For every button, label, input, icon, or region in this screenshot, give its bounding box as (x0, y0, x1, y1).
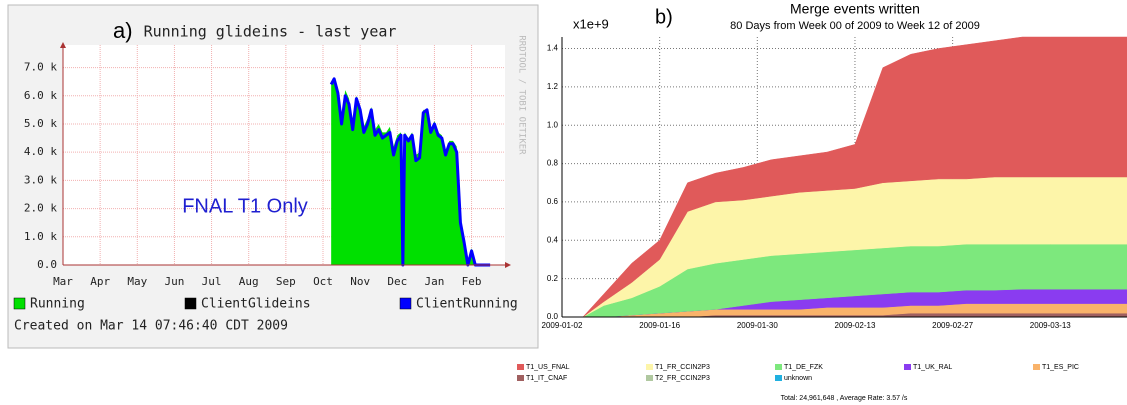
y-tick-label: 0.0 (547, 312, 559, 321)
chart-subtitle: 80 Days from Week 00 of 2009 to Week 12 … (730, 20, 980, 32)
x-tick-label: 2009-02-27 (932, 321, 973, 330)
y-tick-label: 1.0 k (24, 230, 57, 243)
footer: Created on Mar 14 07:46:40 CDT 2009 (14, 319, 288, 334)
chart-a: 0.0 1.0 k 2.0 k 3.0 k 4.0 k 5.0 k 6.0 k 7.0 k Ma… (13, 45, 518, 312)
x-tick-label: Jul (202, 275, 222, 288)
x-tick-label: Mar (53, 275, 73, 288)
x-tick-label: Dec (387, 275, 407, 288)
y-tick-label: 7.0 k (24, 61, 57, 74)
y-tick-label: 0.2 (547, 274, 559, 283)
areas (562, 36, 1127, 318)
chart-title: Merge events written (790, 1, 920, 17)
panel-label: a) (113, 18, 133, 43)
legend-label: Running (30, 297, 85, 312)
x-tick-label: 2009-01-02 (542, 321, 583, 330)
chart-title: Running glideins - last year (144, 23, 397, 41)
footer: Total: 24,961,648 , Average Rate: 3.57 /… (781, 395, 908, 402)
legend-swatch (904, 364, 911, 370)
y-tick-label: 0.0 (37, 258, 57, 271)
y-tick-label: 0.8 (547, 159, 559, 168)
x-tick-label: 2009-01-30 (737, 321, 778, 330)
panel-label: b) (655, 6, 673, 28)
x-tick-label: Jan (424, 275, 444, 288)
legend-label: T1_ES_PIC (1042, 364, 1079, 371)
y-tick-label: 0.6 (547, 197, 559, 206)
legend-swatch (775, 364, 782, 370)
legend-label: ClientRunning (416, 297, 518, 312)
legend-label: T1_DE_FZK (784, 364, 823, 371)
legend-swatch (517, 364, 524, 370)
chart-b: 0.0 0.2 0.4 0.6 0.8 1.0 1.2 1.4 2009-01-02 2009-0… (517, 36, 1127, 382)
y-tick-label: 2.0 k (24, 202, 57, 215)
x-tick-label: Sep (276, 275, 296, 288)
area (331, 78, 491, 265)
y-tick-label: 4.0 k (24, 145, 57, 158)
legend-label: T1_IT_CNAF (526, 375, 567, 382)
legend-label: T1_US_FNAL (526, 364, 570, 371)
legend-swatch (646, 364, 653, 370)
x-tick-label: Nov (350, 275, 370, 288)
legend-label: T2_FR_CCIN2P3 (655, 375, 710, 382)
annotation: FNAL T1 Only (182, 195, 308, 217)
legend-label: ClientGlideins (201, 297, 311, 312)
x-tick-label: Feb (462, 275, 482, 288)
x-tick-label: Apr (90, 275, 110, 288)
line (329, 77, 491, 267)
x-axis-arrow (505, 262, 511, 268)
x-tick-label: May (127, 275, 147, 288)
y-tick-label: 6.0 k (24, 89, 57, 102)
legend-label: T1_UK_RAL (913, 364, 952, 371)
x-tick-label: 2009-02-13 (835, 321, 876, 330)
legend-label: T1_FR_CCIN2P3 (655, 364, 710, 371)
legend-swatch (399, 297, 412, 310)
x-tick-label: 2009-03-13 (1030, 321, 1071, 330)
x-tick-label: Aug (239, 275, 259, 288)
legend-label: unknown (784, 375, 812, 382)
x-tick-label: 2009-01-16 (639, 321, 680, 330)
x-tick-label: Jun (164, 275, 184, 288)
area (562, 36, 1127, 318)
x-tick-label: Oct (313, 275, 333, 288)
legend-swatch (13, 297, 26, 310)
legend-swatch (1033, 364, 1040, 370)
legend-swatch (184, 297, 197, 310)
y-multiplier: x1e+9 (573, 16, 609, 31)
legend-swatch (517, 375, 524, 381)
y-tick-label: 0.4 (547, 235, 559, 244)
y-tick-label: 5.0 k (24, 117, 57, 130)
watermark: RRDTOOL / TOBI OETIKER (517, 35, 527, 155)
y-tick-label: 1.4 (547, 44, 559, 53)
y-tick-label: 3.0 k (24, 173, 57, 186)
legend-swatch (646, 375, 653, 381)
y-tick-label: 1.0 (547, 120, 559, 129)
y-axis-arrow (60, 42, 66, 48)
y-tick-label: 1.2 (547, 82, 559, 91)
legend-swatch (775, 375, 782, 381)
